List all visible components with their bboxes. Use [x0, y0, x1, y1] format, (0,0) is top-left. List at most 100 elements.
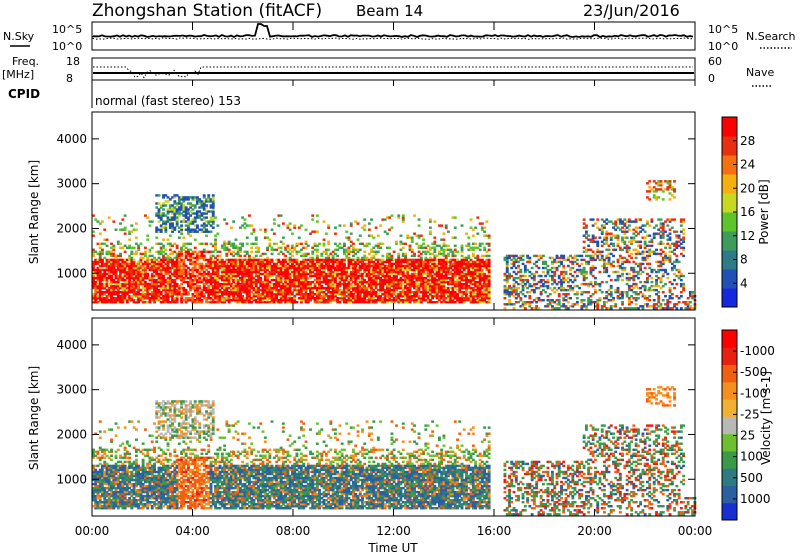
power-heatmap-cell: [456, 260, 459, 264]
power-heatmap-cell: [275, 288, 279, 292]
power-heatmap-cell: [173, 299, 177, 302]
power-heatmap-cell: [374, 301, 378, 304]
power-heatmap-cell: [252, 270, 256, 274]
power-heatmap-cell: [101, 242, 104, 246]
power-heatmap-cell: [189, 274, 193, 278]
power-heatmap-cell: [162, 260, 165, 264]
power-heatmap-cell: [261, 280, 265, 284]
power-heatmap-cell: [252, 266, 256, 270]
power-heatmap-cell: [309, 260, 312, 264]
power-heatmap-cell: [153, 258, 156, 262]
power-heatmap-cell: [354, 286, 358, 290]
power-heatmap-cell: [189, 202, 193, 205]
power-heatmap-cell: [187, 210, 190, 213]
power-heatmap-cell: [191, 208, 195, 211]
power-heatmap-cell: [139, 270, 143, 274]
power-heatmap-cell: [327, 268, 331, 272]
power-heatmap-cell: [383, 297, 387, 300]
power-heatmap-cell: [526, 286, 530, 290]
power-heatmap-cell: [438, 286, 441, 290]
power-heatmap-cell: [451, 262, 455, 266]
power-heatmap-cell: [340, 272, 344, 276]
power-heatmap-cell: [426, 262, 430, 266]
power-heatmap-cell: [214, 262, 217, 266]
power-heatmap-cell: [415, 276, 419, 280]
power-heatmap-cell: [575, 297, 579, 300]
power-heatmap-cell: [144, 293, 147, 296]
power-heatmap-cell: [383, 299, 387, 302]
power-heatmap-cell: [309, 280, 312, 284]
power-heatmap-cell: [324, 276, 328, 280]
power-heatmap-cell: [395, 299, 398, 302]
power-heatmap-cell: [462, 284, 466, 288]
power-heatmap-cell: [144, 295, 147, 298]
power-heatmap-cell: [535, 307, 539, 310]
power-heatmap-cell: [232, 297, 236, 300]
power-heatmap-cell: [263, 284, 267, 288]
power-heatmap-cell: [331, 264, 335, 268]
power-heatmap-cell: [153, 282, 156, 286]
power-heatmap-cell: [571, 262, 575, 266]
power-heatmap-cell: [155, 262, 159, 266]
power-heatmap-cell: [177, 250, 181, 254]
power-heatmap-cell: [291, 262, 294, 266]
power-heatmap-cell: [471, 272, 475, 276]
power-heatmap-cell: [191, 278, 195, 282]
power-heatmap-cell: [112, 299, 116, 302]
power-heatmap-cell: [618, 307, 622, 310]
power-heatmap-cell: [320, 280, 324, 284]
power-heatmap-cell: [401, 218, 405, 221]
power-heatmap-cell: [220, 268, 224, 272]
power-heatmap-cell: [476, 293, 480, 296]
power-heatmap-cell: [465, 274, 468, 278]
power-heatmap-cell: [96, 260, 100, 264]
power-heatmap-cell: [243, 291, 247, 294]
power-heatmap-cell: [275, 293, 279, 296]
power-heatmap-cell: [112, 284, 116, 288]
power-heatmap-cell: [388, 254, 392, 258]
power-heatmap-cell: [440, 288, 444, 292]
power-heatmap-cell: [164, 270, 168, 274]
power-heatmap-cell: [372, 293, 376, 296]
power-heatmap-cell: [401, 246, 405, 250]
power-heatmap-cell: [361, 260, 364, 264]
power-heatmap-cell: [309, 297, 312, 300]
power-heatmap-cell: [585, 305, 588, 308]
power-heatmap-cell: [356, 258, 360, 262]
power-heatmap-cell: [343, 297, 346, 300]
power-heatmap-cell: [166, 208, 170, 211]
power-heatmap-cell: [485, 242, 489, 246]
power-heatmap-cell: [395, 270, 398, 274]
power-heatmap-cell: [370, 258, 373, 262]
power-heatmap-cell: [182, 198, 186, 201]
power-heatmap-cell: [444, 291, 448, 294]
power-heatmap-cell: [315, 220, 319, 223]
power-heatmap-cell: [137, 272, 141, 276]
power-heatmap-cell: [311, 297, 315, 300]
power-heatmap-cell: [392, 266, 396, 270]
power-heatmap-cell: [153, 293, 156, 296]
power-heatmap-cell: [189, 299, 193, 302]
power-heatmap-cell: [483, 278, 487, 282]
power-heatmap-cell: [173, 268, 177, 272]
power-heatmap-cell: [476, 264, 480, 268]
power-heatmap-cell: [159, 206, 163, 209]
power-heatmap-cell: [467, 254, 471, 258]
power-heatmap-cell: [605, 262, 609, 266]
power-heatmap-cell: [252, 299, 256, 302]
power-heatmap-cell: [257, 301, 260, 304]
power-heatmap-cell: [288, 301, 292, 304]
power-heatmap-cell: [164, 286, 168, 290]
power-heatmap-cell: [187, 266, 190, 270]
power-heatmap-cell: [460, 270, 464, 274]
power-heatmap-cell: [408, 264, 412, 268]
power-heatmap-cell: [191, 268, 195, 272]
power-heatmap-cell: [530, 301, 534, 304]
power-heatmap-cell: [268, 270, 272, 274]
power-heatmap-cell: [300, 291, 303, 294]
power-heatmap-cell: [390, 258, 394, 262]
power-heatmap-cell: [544, 280, 548, 284]
power-heatmap-cell: [322, 295, 326, 298]
power-heatmap-cell: [354, 295, 358, 298]
power-heatmap-cell: [551, 282, 554, 286]
